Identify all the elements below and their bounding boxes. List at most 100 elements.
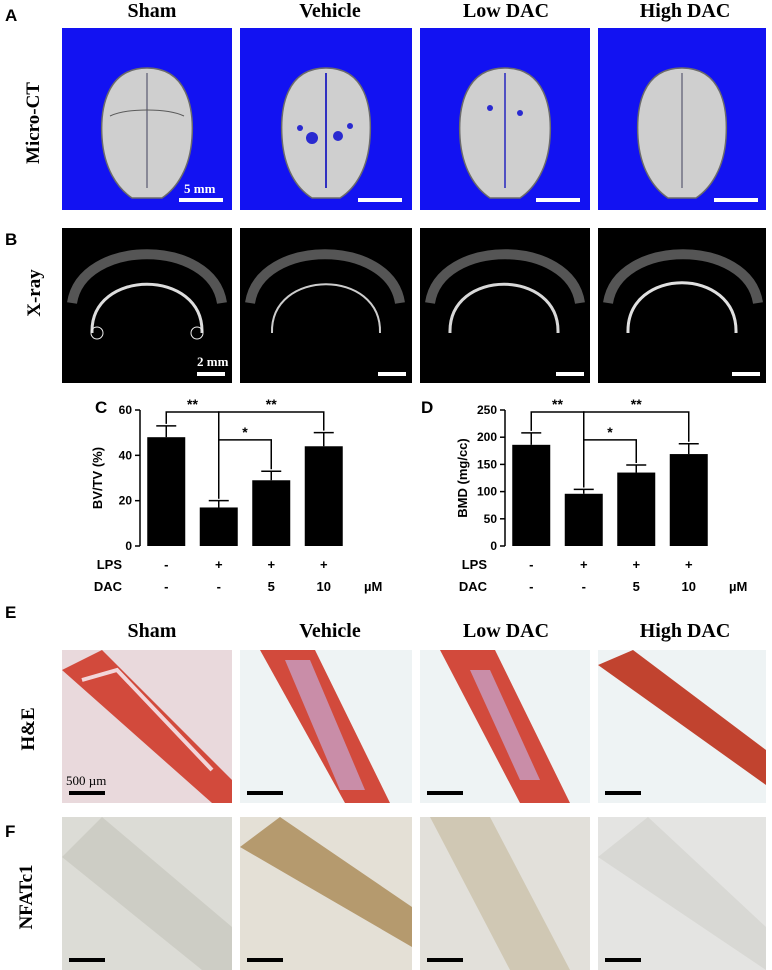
scale-bar-xray <box>732 372 760 376</box>
y-tick-label: 250 <box>477 403 497 417</box>
he-image-sham: 500 µm <box>62 650 232 803</box>
scale-bar-xray <box>197 372 225 376</box>
nfatc1-image-vehicle <box>240 817 412 970</box>
scale-bar-nfatc1 <box>605 958 641 962</box>
panel-letter-a: A <box>5 6 18 25</box>
row-label-xray: X-ray <box>24 269 45 317</box>
ihc-tissue-vehicle <box>240 817 412 947</box>
ihc-tissue-high-dac <box>598 817 766 970</box>
he-tissue-low-dac <box>440 650 570 803</box>
ihc-tissue-low-dac <box>430 817 570 970</box>
lps-value: + <box>267 557 275 572</box>
skull-top-view-high-dac <box>636 67 728 199</box>
lps-value: + <box>320 557 328 572</box>
dac-value: - <box>582 579 586 594</box>
skull-cross-section-low-dac <box>425 249 585 334</box>
xray-image-sham: 2 mm <box>62 228 232 383</box>
y-tick-label: 0 <box>490 539 497 553</box>
scale-bar-ct <box>358 198 402 202</box>
nfatc1-image-sham <box>62 817 232 970</box>
y-tick-label: 20 <box>119 494 133 508</box>
bar <box>199 507 238 546</box>
bar <box>252 480 291 546</box>
xray-image-high-dac <box>598 228 766 383</box>
column-header-sham-lower: Sham <box>127 620 177 642</box>
scale-bar-xray <box>378 372 406 376</box>
he-tissue-vehicle <box>260 650 390 803</box>
panel-letter-f: F <box>5 822 16 841</box>
lps-value: + <box>632 557 640 572</box>
treatment-row-label: LPS <box>97 557 123 572</box>
scale-label-he: 500 µm <box>66 773 107 788</box>
dac-value: - <box>529 579 533 594</box>
treatment-row-label: LPS <box>462 557 488 572</box>
unit-label: µM <box>729 579 747 594</box>
column-header-low-dac-lower: Low DAC <box>462 620 550 642</box>
bar <box>304 446 343 546</box>
significance-label: ** <box>266 396 277 412</box>
row-label-nfatc1: NFATc1 <box>16 864 37 930</box>
nfatc1-image-low-dac <box>420 817 590 970</box>
treatment-row-label: DAC <box>459 579 488 594</box>
panel-letter-b: B <box>5 230 18 249</box>
scale-bar-nfatc1 <box>427 958 463 962</box>
scale-bar-nfatc1 <box>247 958 283 962</box>
dac-value: 5 <box>268 579 275 594</box>
scale-bar-xray <box>556 372 584 376</box>
skull-cross-section-sham <box>67 249 227 340</box>
scale-bar-he <box>605 791 641 795</box>
dac-value: - <box>217 579 221 594</box>
y-tick-label: 150 <box>477 457 497 471</box>
he-tissue-high-dac <box>598 650 766 785</box>
scale-bar-nfatc1 <box>69 958 105 962</box>
dac-value: 10 <box>317 579 331 594</box>
lps-value: + <box>215 557 223 572</box>
y-tick-label: 50 <box>484 512 498 526</box>
y-tick-label: 0 <box>125 539 132 553</box>
dac-value: - <box>164 579 168 594</box>
skull-top-view-vehicle <box>280 67 372 199</box>
column-header-high-dac: High DAC <box>639 0 731 22</box>
column-header-vehicle: Vehicle <box>299 0 361 22</box>
bar <box>617 472 656 546</box>
bar <box>564 493 603 546</box>
unit-label: µM <box>364 579 382 594</box>
xray-image-low-dac <box>420 228 590 383</box>
column-header-high-dac-lower: High DAC <box>639 620 731 642</box>
dac-value: 10 <box>682 579 696 594</box>
column-header-low-dac: Low DAC <box>462 0 550 22</box>
he-image-high-dac <box>598 650 766 803</box>
ihc-tissue-sham <box>62 817 232 970</box>
bar <box>669 454 708 546</box>
skull-cross-section-vehicle <box>245 249 405 334</box>
significance-label: ** <box>187 396 198 412</box>
scale-bar-he <box>247 791 283 795</box>
scale-label-ct: 5 mm <box>184 181 216 196</box>
skull-top-view-low-dac <box>458 67 552 199</box>
he-image-low-dac <box>420 650 590 803</box>
scale-bar-ct <box>179 198 223 202</box>
y-tick-label: 200 <box>477 430 497 444</box>
skull-cross-section-high-dac <box>603 249 763 334</box>
scale-bar-ct <box>536 198 580 202</box>
micro-ct-image-sham: 5 mm <box>62 28 232 210</box>
scale-label-xray: 2 mm <box>197 354 229 369</box>
micro-ct-image-vehicle <box>240 28 412 210</box>
y-tick-label: 40 <box>119 448 133 462</box>
significance-bracket <box>218 411 325 499</box>
row-label-he: H&E <box>18 707 39 751</box>
column-header-sham: Sham <box>127 0 177 22</box>
micro-ct-image-low-dac <box>420 28 590 210</box>
y-axis-title: BMD (mg/cc) <box>455 438 470 517</box>
xray-image-vehicle <box>240 228 412 383</box>
nfatc1-image-high-dac <box>598 817 766 970</box>
lps-value: + <box>685 557 693 572</box>
column-header-vehicle-lower: Vehicle <box>299 620 361 642</box>
row-label-micro-ct: Micro-CT <box>23 82 44 164</box>
scale-bar-ct <box>714 198 758 202</box>
skull-top-view-sham <box>100 67 194 199</box>
y-tick-label: 100 <box>477 485 497 499</box>
y-axis-title: BV/TV (%) <box>90 447 105 509</box>
